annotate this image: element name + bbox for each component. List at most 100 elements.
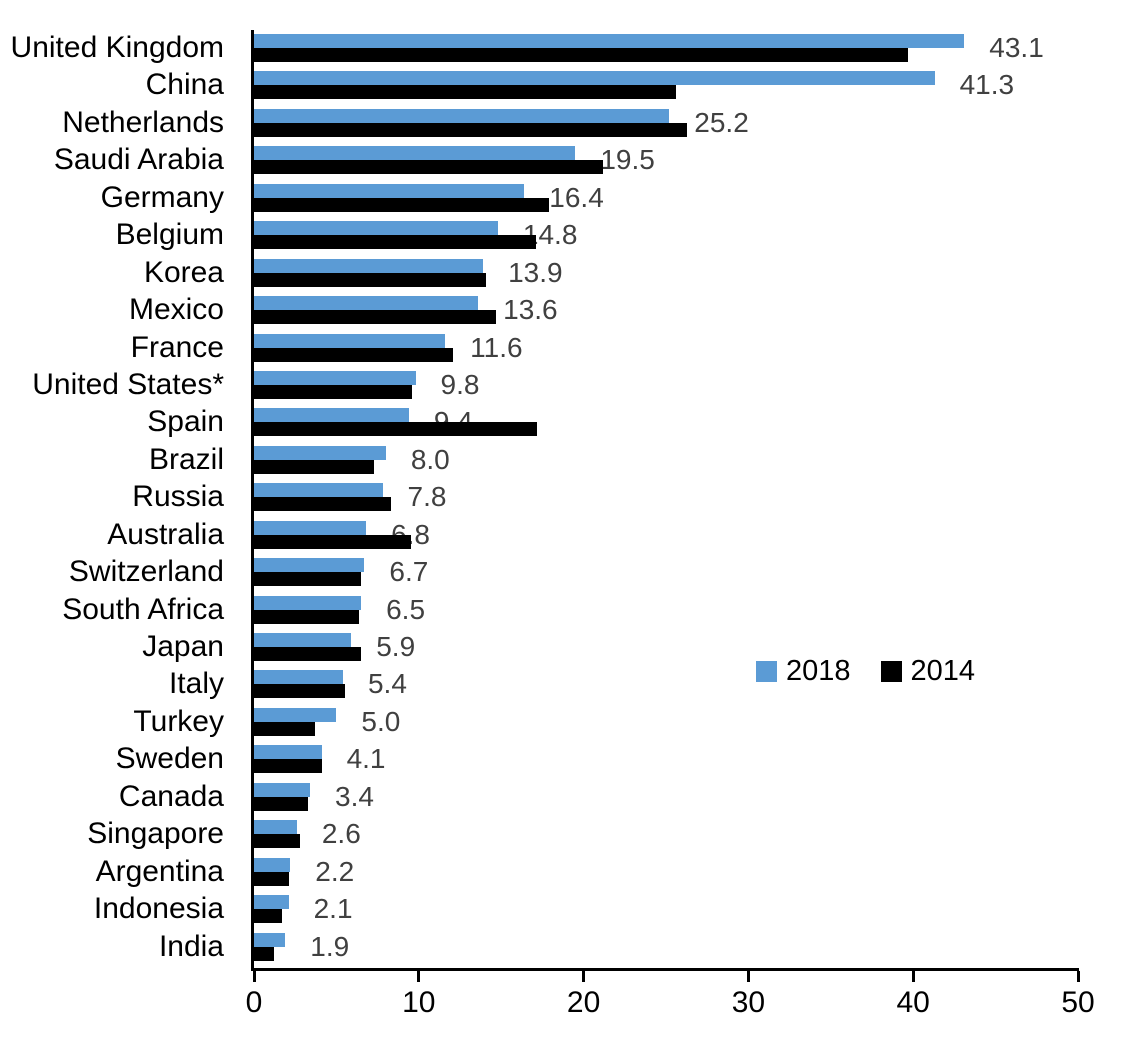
x-axis-tick-label: 0 (245, 986, 263, 1019)
chart-row: Switzerland 6.7 (0, 555, 1123, 593)
category-label: Korea (143, 255, 224, 289)
value-label: 43.1 (989, 32, 1044, 63)
y-axis-line (251, 30, 254, 971)
value-label: 25.2 (694, 106, 749, 138)
x-axis-tick-label: 20 (566, 986, 601, 1019)
bar-2018 (254, 221, 498, 236)
category-label: Argentina (95, 854, 224, 888)
category-label: United States* (32, 367, 224, 401)
category-label: Italy (168, 667, 224, 701)
bar-2014 (254, 609, 360, 624)
bar-2018 (254, 558, 365, 573)
bar-2018 (254, 595, 362, 610)
chart-row: South Africa 6.5 (0, 593, 1123, 631)
bar-2014 (254, 946, 274, 961)
bar-2018 (254, 707, 337, 722)
chart-row: Singapore 2.6 (0, 817, 1123, 855)
value-label: 5.4 (367, 668, 407, 700)
x-axis-tick-mark (252, 971, 256, 982)
chart-row: China 41.3 (0, 68, 1123, 106)
category-label: Australia (107, 517, 224, 551)
bar-2018 (254, 34, 965, 48)
x-axis-tick-mark (1076, 971, 1080, 982)
x-axis-line (251, 968, 1079, 971)
chart-row: Spain9.4 (0, 405, 1123, 443)
value-label: 2.2 (315, 855, 355, 887)
category-label: Switzerland (68, 555, 224, 589)
category-label: Saudi Arabia (53, 143, 224, 177)
chart-row: Japan 5.9 (0, 630, 1123, 668)
bar-2014 (254, 759, 322, 774)
bar-2014 (254, 871, 289, 886)
value-label: 6.7 (389, 556, 429, 588)
bar-2018 (254, 333, 446, 348)
bar-2014 (254, 647, 362, 662)
bar-2018 (254, 71, 935, 86)
bar-2014 (254, 160, 604, 175)
value-label: 1.9 (310, 930, 350, 962)
category-label: Brazil (148, 442, 224, 476)
bar-2014 (254, 534, 411, 549)
bar-2018 (254, 183, 525, 198)
chart-row: Turkey 5.0 (0, 704, 1123, 743)
value-label: 5.9 (376, 631, 416, 663)
x-axis-tick-label: 10 (402, 986, 436, 1019)
x-axis-tick-label: 30 (731, 986, 766, 1019)
chart-row: India 1.9 (0, 929, 1123, 968)
value-label: 6.5 (386, 593, 426, 625)
category-label: Singapore (87, 817, 224, 851)
value-label: 13.6 (503, 294, 558, 326)
bar-2018 (254, 370, 416, 385)
category-label: Belgium (115, 218, 224, 252)
bar-2018 (254, 745, 322, 760)
value-label: 2.1 (313, 893, 353, 925)
legend: 2018 2014 (756, 655, 995, 688)
value-label: 4.1 (346, 743, 386, 775)
bar-2014 (254, 197, 549, 212)
category-label: India (158, 929, 224, 963)
value-label: 11.6 (470, 331, 523, 363)
value-label: 16.4 (549, 181, 604, 213)
value-label: 7.8 (407, 481, 447, 513)
x-axis-tick-mark (417, 971, 421, 982)
value-label: 9.8 (440, 368, 480, 400)
chart-row: Canada 3.4 (0, 780, 1123, 818)
bar-2018 (254, 296, 479, 311)
bar-2018 (254, 445, 386, 460)
value-label: 41.3 (959, 69, 1015, 101)
category-label: Indonesia (93, 892, 224, 926)
bar-2018 (254, 520, 367, 535)
chart-row: Sweden 4.1 (0, 742, 1123, 780)
bar-2014 (254, 572, 362, 587)
bar-2018 (254, 782, 311, 797)
chart-row: Argentina 2.2 (0, 854, 1123, 893)
category-label: Russia (132, 480, 224, 514)
legend-item-2014: 2014 (880, 655, 975, 688)
category-label: Turkey (133, 704, 224, 738)
category-label: France (130, 330, 224, 364)
chart-row: Brazil 8.0 (0, 442, 1123, 481)
bar-2018 (254, 146, 576, 161)
category-label: Sweden (115, 742, 224, 776)
bar-2018 (254, 820, 297, 835)
category-label: Japan (142, 630, 224, 664)
x-axis-tick-mark (582, 971, 586, 982)
value-label: 5.0 (361, 705, 401, 737)
bar-2018 (254, 258, 484, 273)
bar-2018 (254, 483, 383, 498)
bar-2018 (254, 108, 670, 123)
value-label: 13.9 (508, 256, 563, 288)
bar-2014 (254, 796, 309, 811)
value-label: 2.6 (321, 818, 361, 850)
x-axis-tick-label: 40 (896, 986, 930, 1019)
category-label: Netherlands (62, 105, 224, 139)
chart-row: Saudi Arabia 19.5 (0, 143, 1123, 181)
chart-row: France 11.6 (0, 330, 1123, 369)
bar-2014 (254, 85, 676, 100)
category-label: Mexico (128, 293, 224, 327)
bar-2014 (254, 347, 454, 362)
bar-2014 (254, 684, 345, 699)
bar-2018 (254, 895, 289, 910)
chart-row: Australia6.8 (0, 517, 1123, 556)
